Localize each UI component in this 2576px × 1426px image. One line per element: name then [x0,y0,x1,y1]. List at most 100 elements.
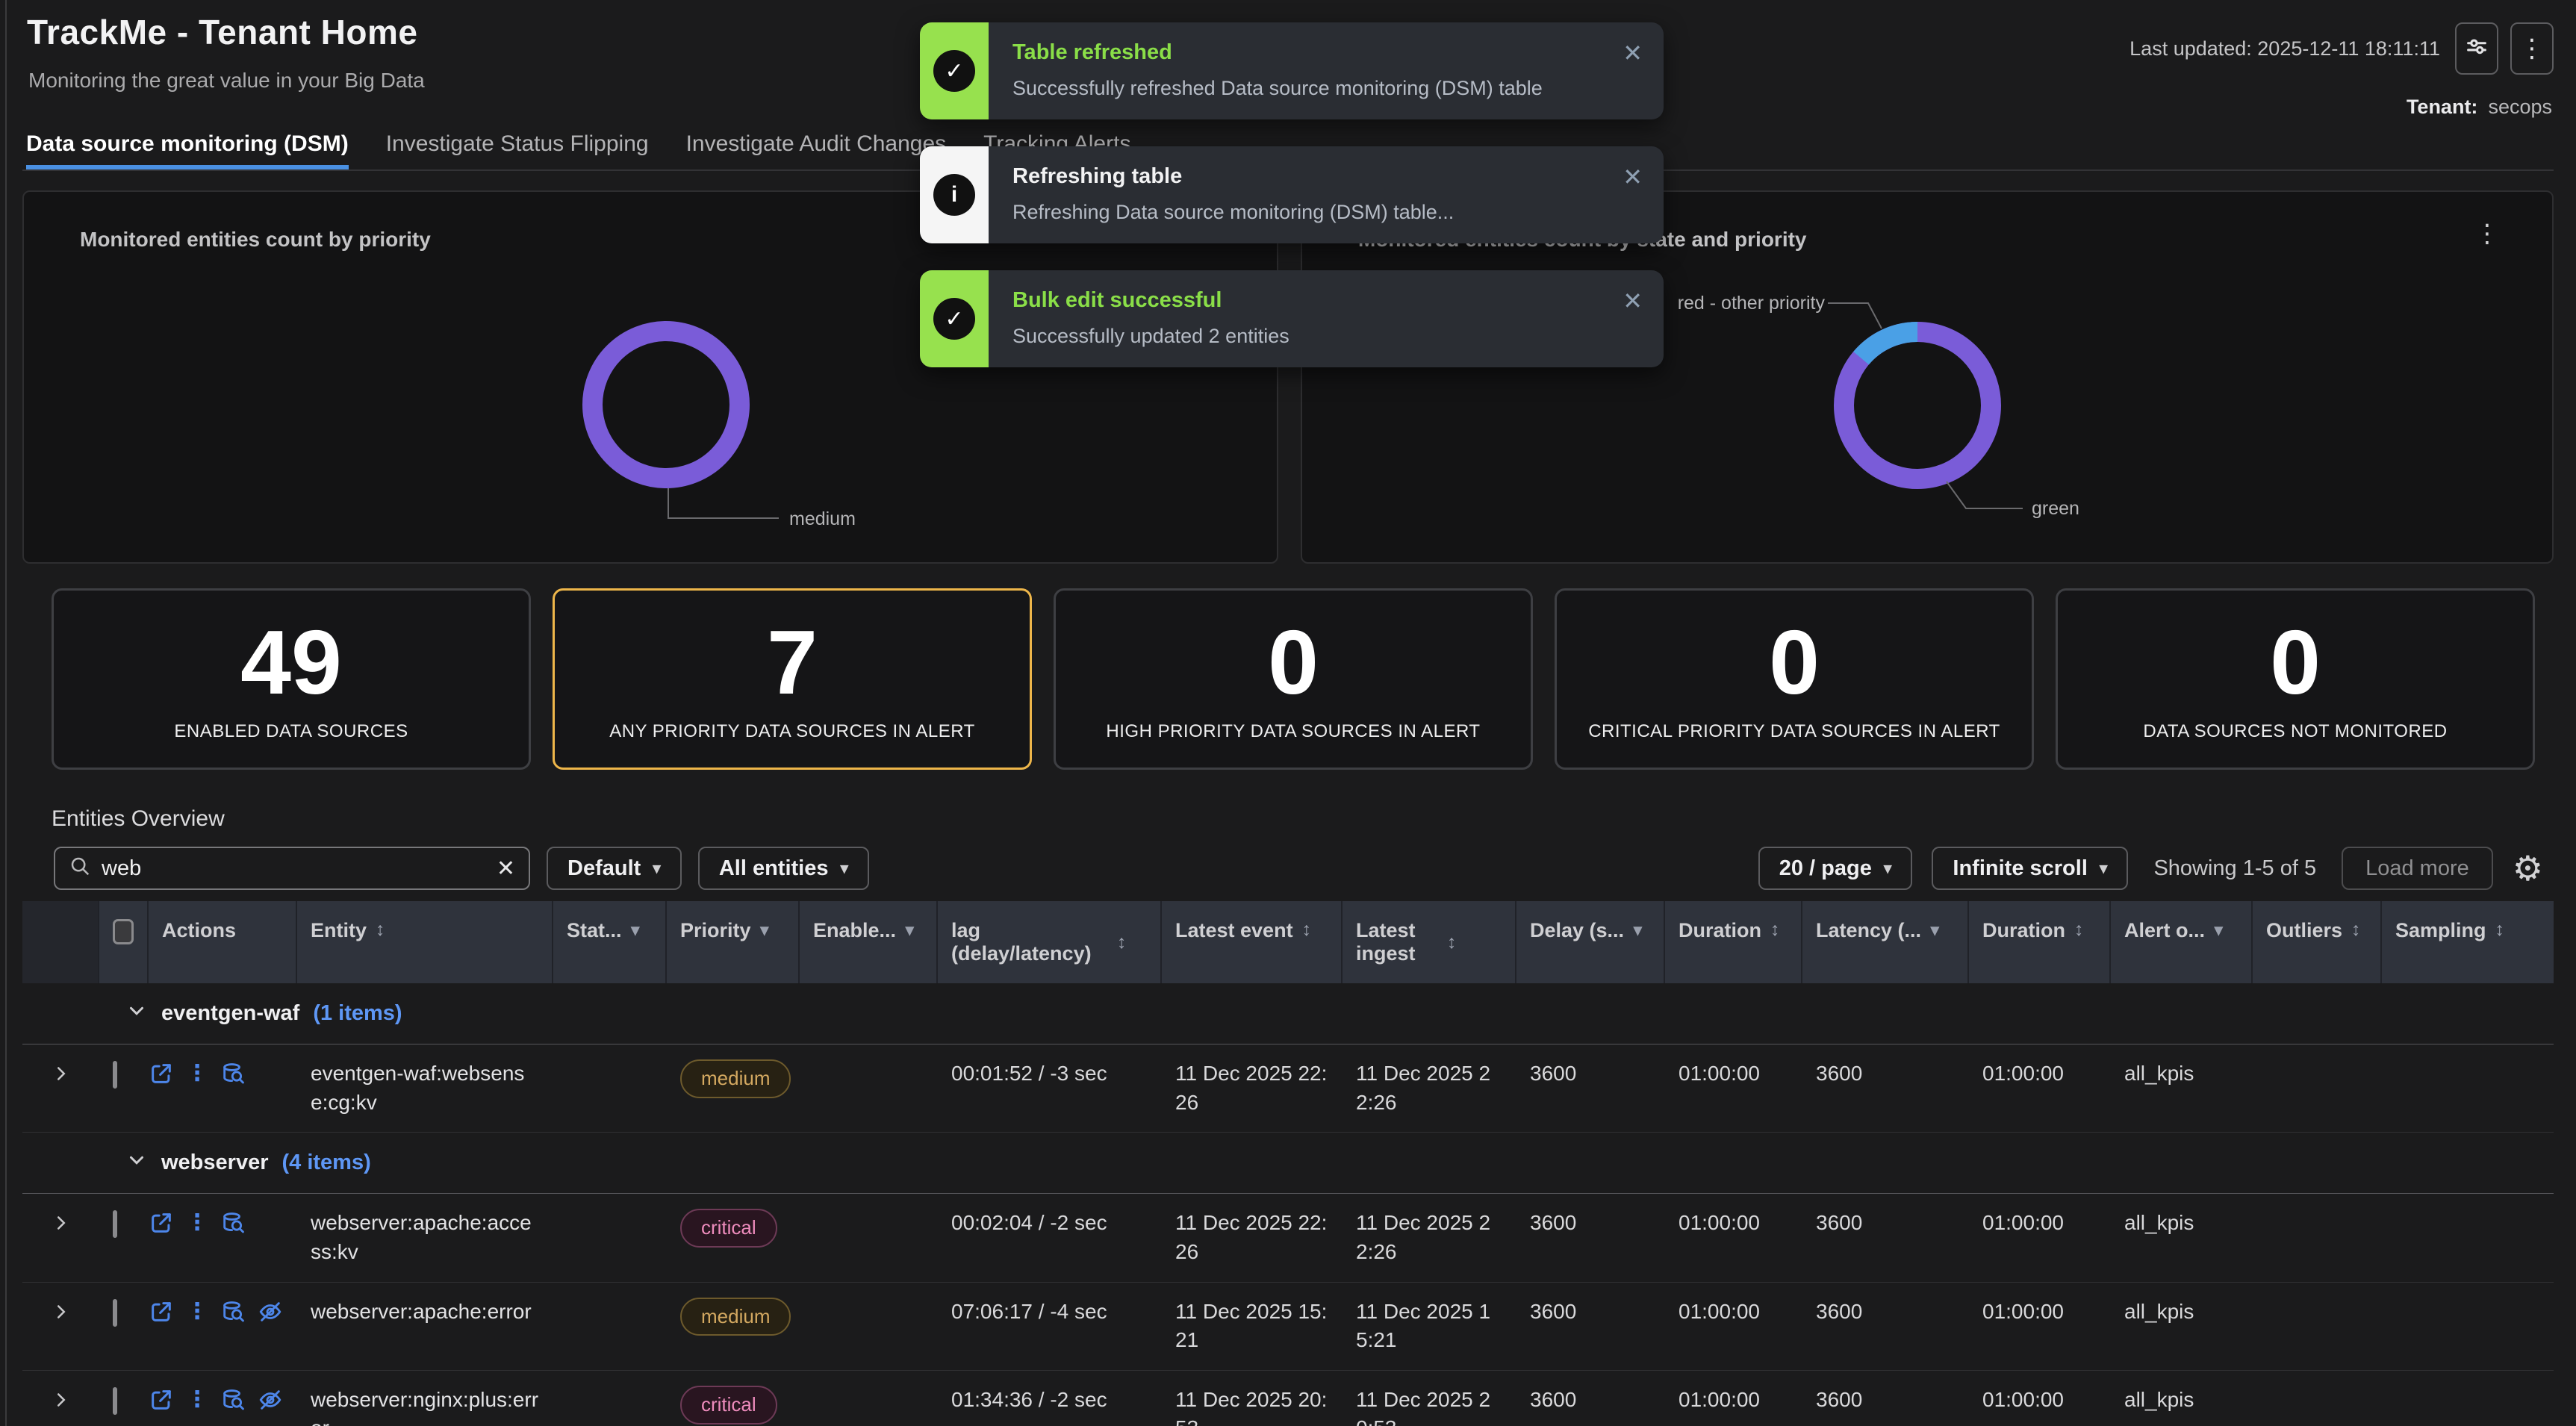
row-checkbox[interactable] [113,1210,117,1239]
header-latest-event[interactable]: Latest event ↕ [1162,901,1343,983]
sort-icon: ↕ [1117,931,1127,953]
close-icon[interactable]: ✕ [1623,287,1643,314]
entity-name[interactable]: webserver:apache:error [311,1299,532,1323]
row-kebab-icon[interactable]: ⋮ [186,1298,208,1324]
card-enabled-data-sources[interactable]: 49 ENABLED DATA SOURCES [52,588,531,770]
card-critical-priority-alert[interactable]: 0 CRITICAL PRIORITY DATA SOURCES IN ALER… [1555,588,2034,770]
row-checkbox[interactable] [113,1061,117,1089]
card-label: HIGH PRIORITY DATA SOURCES IN ALERT [1106,720,1481,741]
load-more-button[interactable]: Load more [2342,847,2493,890]
entity-name[interactable]: eventgen-waf:websense:cg:kv [311,1062,525,1114]
status-cell [553,1194,667,1281]
duration2-cell: 01:00:00 [1982,1387,2064,1411]
table-row[interactable]: ⋮ webserver:apache:error medium 07:06:17… [22,1283,2554,1371]
tab-investigate-audit-changes[interactable]: Investigate Audit Changes [685,131,947,156]
tenant-value: secops [2488,96,2552,118]
per-page-label: 20 / page [1779,856,1872,880]
chevron-down-icon [125,1000,148,1027]
card-high-priority-alert[interactable]: 0 HIGH PRIORITY DATA SOURCES IN ALERT [1054,588,1533,770]
sampling-cell [2382,1371,2554,1426]
header-lag[interactable]: lag (delay/latency) ↕ [938,901,1162,983]
per-page-dropdown[interactable]: 20 / page ▾ [1758,847,1913,890]
header-latency[interactable]: Latency (... ▾ [1802,901,1969,983]
filter-default-dropdown[interactable]: Default ▾ [547,847,682,890]
gear-icon[interactable]: ⚙ [2512,849,2543,888]
open-entity-icon[interactable] [149,1387,174,1413]
header-enabled[interactable]: Enable... ▾ [800,901,938,983]
group-row-webserver[interactable]: webserver (4 items) [22,1133,2554,1195]
latest-event-cell: 11 Dec 2025 15:21 [1175,1299,1328,1352]
close-icon[interactable]: ✕ [1623,164,1643,190]
open-entity-icon[interactable] [149,1299,174,1324]
expand-row-button[interactable] [22,1044,99,1132]
header-latest-ingest[interactable]: Latest ingest ↕ [1343,901,1516,983]
card-not-monitored[interactable]: 0 DATA SOURCES NOT MONITORED [2056,588,2535,770]
sort-icon: ↕ [1301,919,1312,940]
search-input[interactable] [102,856,486,881]
toast-title: Bulk edit successful [1012,288,1222,312]
header-duration-1[interactable]: Duration ↕ [1665,901,1802,983]
delay-cell: 3600 [1530,1299,1577,1323]
header-sampling[interactable]: Sampling ↕ [2395,919,2505,941]
header-outliers[interactable]: Outliers ↕ [2253,901,2382,983]
search-events-icon[interactable] [220,1299,246,1324]
toast-body: Refreshing table Refreshing Data source … [989,146,1664,243]
expand-row-button[interactable] [22,1371,99,1426]
scroll-mode-dropdown[interactable]: Infinite scroll ▾ [1932,847,2129,890]
row-checkbox[interactable] [113,1298,117,1327]
sampling-cell [2382,1194,2554,1281]
panel-kebab-icon[interactable]: ⋮ [2474,219,2500,248]
table-row[interactable]: ⋮ webserver:nginx:plus:error critical 01… [22,1371,2554,1426]
close-icon[interactable]: ✕ [1623,40,1643,66]
header-delay[interactable]: Delay (s... ▾ [1516,901,1665,983]
clear-search-icon[interactable]: ✕ [496,856,515,881]
lag-cell: 07:06:17 / -4 sec [951,1299,1107,1323]
row-kebab-icon[interactable]: ⋮ [186,1210,208,1236]
card-any-priority-alert[interactable]: 7 ANY PRIORITY DATA SOURCES IN ALERT [553,588,1032,770]
entity-scope-dropdown[interactable]: All entities ▾ [697,847,870,890]
toast-accent-bar: ✓ [920,270,989,367]
row-kebab-icon[interactable]: ⋮ [186,1061,208,1086]
table-row[interactable]: ⋮ webserver:apache:access:kv critical 00… [22,1194,2554,1283]
tenant-label: Tenant: [2406,96,2478,118]
chevron-down-icon: ▾ [653,859,661,877]
outliers-cell [2253,1194,2382,1281]
entity-name[interactable]: webserver:apache:access:kv [311,1211,532,1263]
donut-callout-green: green [2032,498,2079,519]
tab-investigate-status-flipping[interactable]: Investigate Status Flipping [385,131,649,156]
toast-title: Table refreshed [1012,40,1172,64]
alert-overrides-cell: all_kpis [2124,1387,2194,1411]
filters-button[interactable] [2455,22,2498,75]
table-row[interactable]: ⋮ eventgen-waf:websense:cg:kv medium 00:… [22,1044,2554,1133]
entities-table: Actions Entity ↕ Stat... ▾ Priority ▾ Enabl… [22,901,2554,1426]
enabled-cell [800,1194,938,1281]
search-events-icon[interactable] [220,1061,246,1086]
showing-count: Showing 1-5 of 5 [2153,856,2317,880]
header-alert-overrides[interactable]: Alert o... ▾ [2111,901,2253,983]
duration2-cell: 01:00:00 [1982,1211,2064,1235]
header-priority[interactable]: Priority ▾ [667,901,800,983]
eye-slash-icon[interactable] [258,1299,283,1324]
header-duration-2[interactable]: Duration ↕ [1969,901,2111,983]
chevron-down-icon: ▾ [905,920,915,941]
header-entity[interactable]: Entity ↕ [297,901,553,983]
eye-slash-icon[interactable] [258,1387,283,1413]
expand-row-button[interactable] [22,1194,99,1281]
open-entity-icon[interactable] [149,1061,174,1086]
open-entity-icon[interactable] [149,1210,174,1236]
select-all-checkbox[interactable] [113,919,134,944]
sort-icon: ↕ [2495,919,2505,940]
toast-body: Table refreshed Successfully refreshed D… [989,22,1664,119]
search-events-icon[interactable] [220,1387,246,1413]
expand-row-button[interactable] [22,1283,99,1370]
row-kebab-icon[interactable]: ⋮ [186,1386,208,1412]
chevron-down-icon: ▾ [840,859,849,877]
group-row-eventgen-waf[interactable]: eventgen-waf (1 items) [22,983,2554,1044]
tab-data-source-monitoring[interactable]: Data source monitoring (DSM) [26,127,349,170]
entity-name[interactable]: webserver:nginx:plus:error [311,1387,539,1426]
search-events-icon[interactable] [220,1210,246,1236]
header-status[interactable]: Stat... ▾ [553,901,667,983]
header-expander-col [22,901,99,983]
row-checkbox[interactable] [113,1386,117,1415]
more-menu-button[interactable]: ⋮ [2510,22,2554,75]
